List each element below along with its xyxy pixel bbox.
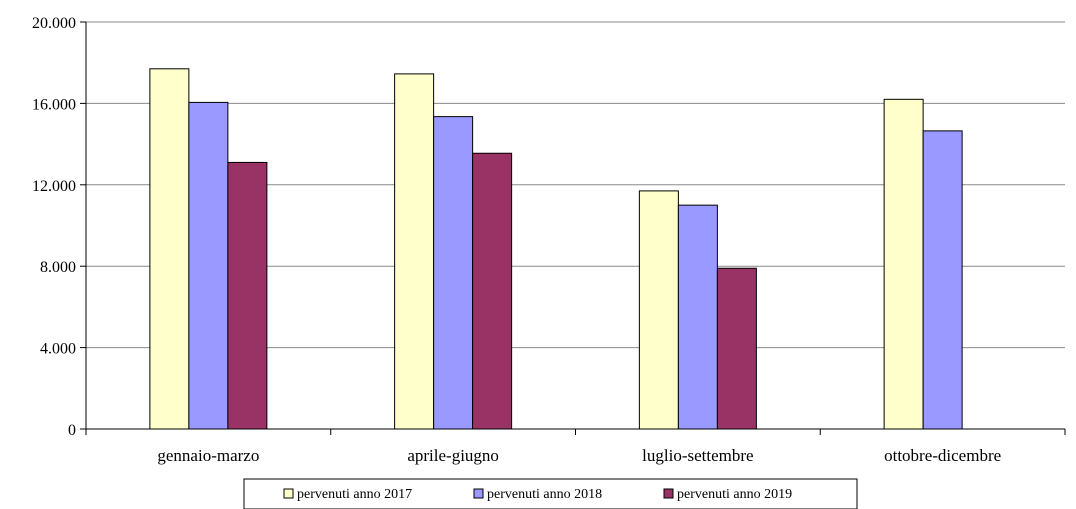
bar-pervenuti-anno-2019-luglio-settembre xyxy=(716,267,757,430)
legend-box xyxy=(243,478,858,509)
x-tick-label: aprile-giugno xyxy=(407,446,499,465)
bar-pervenuti-anno-2017-gennaio-marzo xyxy=(149,68,190,430)
legend-swatch xyxy=(473,488,484,499)
bar-pervenuti-anno-2017-ottobre-dicembre xyxy=(883,98,924,430)
bars xyxy=(149,68,963,430)
legend: pervenuti anno 2017 pervenuti anno 2018 pe… xyxy=(243,478,858,509)
y-tick-label: 16.000 xyxy=(32,96,76,113)
y-tick-label: 4.000 xyxy=(40,341,76,358)
bar-pervenuti-anno-2019-gennaio-marzo xyxy=(227,161,268,430)
legend-label: pervenuti anno 2019 xyxy=(677,487,792,502)
legend-label: pervenuti anno 2018 xyxy=(487,487,602,502)
y-tick-label: 20.000 xyxy=(32,15,76,32)
legend-swatch xyxy=(283,488,294,499)
x-tick-label: luglio-settembre xyxy=(642,446,753,465)
bar-pervenuti-anno-2018-luglio-settembre xyxy=(677,204,718,430)
bar-pervenuti-anno-2018-ottobre-dicembre xyxy=(922,130,963,430)
bar-pervenuti-anno-2018-aprile-giugno xyxy=(433,116,474,430)
bar-pervenuti-anno-2018-gennaio-marzo xyxy=(188,101,229,430)
x-tick-label: ottobre-dicembre xyxy=(884,446,1001,465)
legend-label: pervenuti anno 2017 xyxy=(297,487,412,502)
legend-swatch xyxy=(663,488,674,499)
bar-pervenuti-anno-2017-luglio-settembre xyxy=(638,190,679,430)
bar-pervenuti-anno-2017-aprile-giugno xyxy=(394,73,435,430)
x-tick-label: gennaio-marzo xyxy=(157,446,259,465)
bar-pervenuti-anno-2019-aprile-giugno xyxy=(472,152,513,430)
axes: 0 4.000 8.000 12.000 16.000 20.000 gennaio-mar… xyxy=(32,15,1066,465)
y-tick-label: 12.000 xyxy=(32,178,76,195)
y-tick-label: 8.000 xyxy=(40,259,76,276)
y-tick-label: 0 xyxy=(68,422,76,439)
